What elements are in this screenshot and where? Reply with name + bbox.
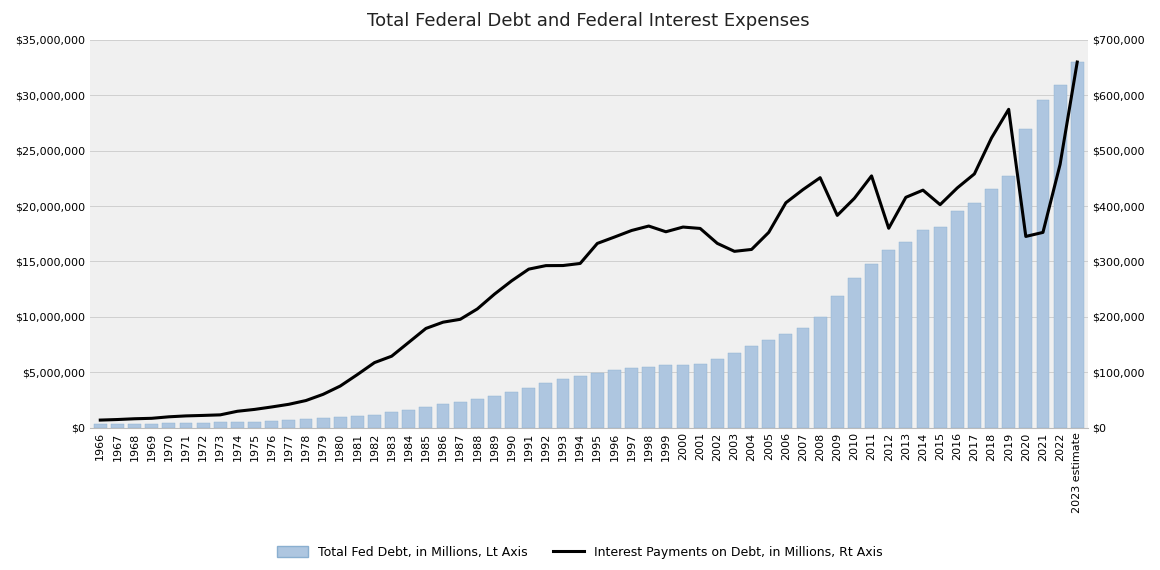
- Bar: [967, 203, 981, 428]
- Bar: [848, 278, 861, 428]
- Bar: [197, 423, 210, 428]
- Bar: [94, 424, 107, 428]
- Bar: [231, 422, 244, 428]
- Bar: [865, 264, 878, 428]
- Bar: [248, 422, 261, 428]
- Bar: [1071, 62, 1083, 428]
- Bar: [934, 227, 947, 428]
- Legend: Total Fed Debt, in Millions, Lt Axis, Interest Payments on Debt, in Millions, Rt: Total Fed Debt, in Millions, Lt Axis, In…: [273, 541, 887, 564]
- Bar: [488, 396, 501, 428]
- Bar: [883, 250, 896, 428]
- Bar: [454, 401, 466, 428]
- Bar: [1002, 176, 1015, 428]
- Bar: [436, 404, 449, 428]
- Bar: [625, 368, 638, 428]
- Bar: [608, 370, 621, 428]
- Bar: [1020, 129, 1032, 428]
- Bar: [471, 398, 484, 428]
- Bar: [780, 334, 792, 428]
- Bar: [916, 230, 929, 428]
- Bar: [899, 242, 912, 428]
- Bar: [111, 424, 124, 428]
- Bar: [643, 367, 655, 428]
- Bar: [574, 376, 587, 428]
- Bar: [420, 408, 433, 428]
- Bar: [299, 419, 312, 428]
- Bar: [539, 383, 552, 428]
- Bar: [813, 317, 827, 428]
- Bar: [334, 417, 347, 428]
- Bar: [745, 346, 757, 428]
- Bar: [831, 296, 843, 428]
- Bar: [403, 410, 415, 428]
- Bar: [282, 420, 296, 428]
- Bar: [368, 415, 380, 428]
- Bar: [145, 424, 158, 428]
- Bar: [162, 424, 175, 428]
- Bar: [694, 364, 706, 428]
- Bar: [522, 388, 535, 428]
- Bar: [762, 340, 775, 428]
- Bar: [213, 422, 226, 428]
- Bar: [659, 365, 673, 428]
- Bar: [797, 328, 810, 428]
- Bar: [266, 421, 278, 428]
- Bar: [985, 189, 998, 428]
- Bar: [351, 417, 364, 428]
- Bar: [128, 424, 142, 428]
- Bar: [590, 373, 603, 428]
- Bar: [557, 379, 570, 428]
- Bar: [676, 365, 689, 428]
- Bar: [951, 211, 964, 428]
- Bar: [506, 392, 519, 428]
- Bar: [1037, 100, 1050, 428]
- Bar: [317, 418, 329, 428]
- Bar: [180, 423, 193, 428]
- Bar: [711, 359, 724, 428]
- Bar: [728, 353, 741, 428]
- Bar: [385, 412, 398, 428]
- Bar: [1053, 85, 1066, 428]
- Title: Total Federal Debt and Federal Interest Expenses: Total Federal Debt and Federal Interest …: [368, 12, 810, 30]
